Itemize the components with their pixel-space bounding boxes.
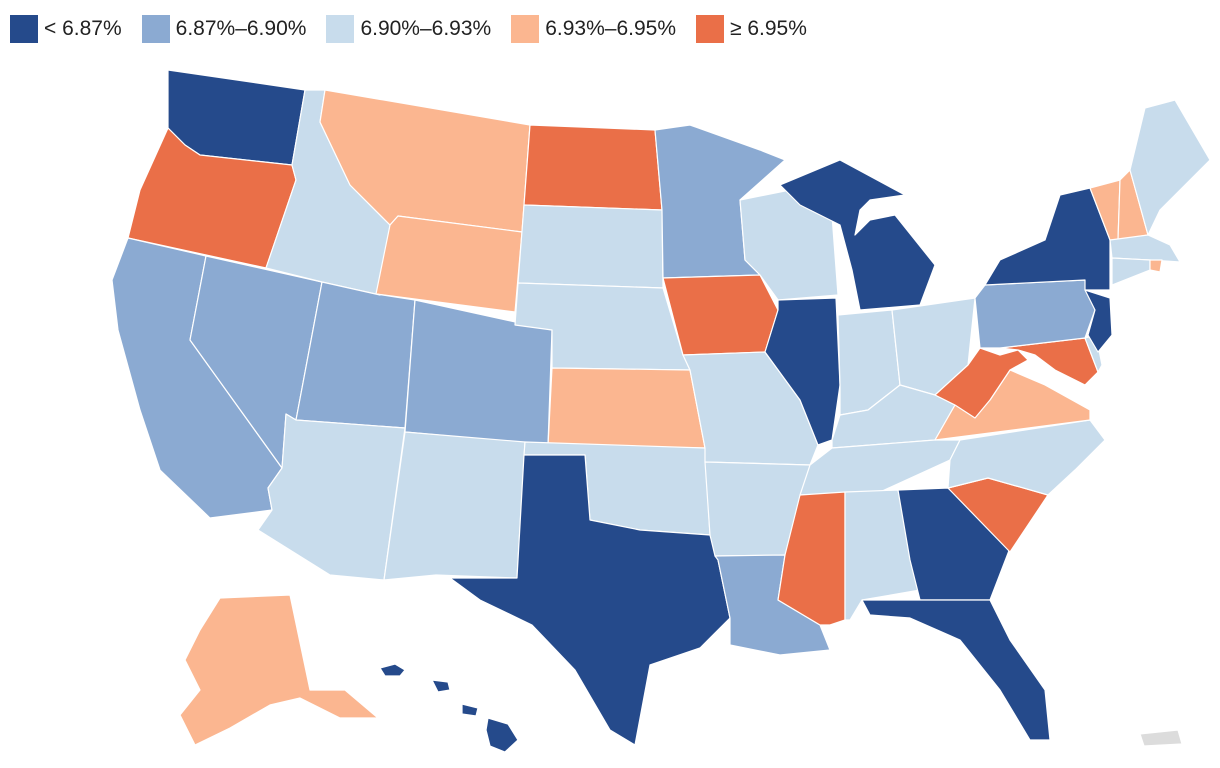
state-hi[interactable] <box>379 663 519 753</box>
state-ia[interactable] <box>662 274 779 356</box>
legend-item-below-6-87: < 6.87% <box>10 15 122 43</box>
state-nm[interactable] <box>383 431 526 581</box>
state-tn[interactable] <box>799 439 961 496</box>
legend-label: < 6.87% <box>44 17 122 40</box>
state-il[interactable] <box>764 297 841 446</box>
legend: < 6.87% 6.87%–6.90% 6.90%–6.93% 6.93%–6.… <box>10 13 827 45</box>
legend-swatch <box>511 15 540 43</box>
legend-swatch <box>141 15 170 43</box>
state-nc[interactable] <box>947 419 1106 496</box>
state-sd[interactable] <box>517 204 664 289</box>
state-ny[interactable] <box>984 187 1111 291</box>
state-ak[interactable] <box>179 594 379 746</box>
state-nj[interactable] <box>1084 289 1113 353</box>
legend-item-above-6-95: ≥ 6.95% <box>696 15 807 43</box>
state-ks[interactable] <box>547 367 706 449</box>
state-me[interactable] <box>1129 99 1211 236</box>
state-wy[interactable] <box>375 215 523 313</box>
state-pa[interactable] <box>974 279 1096 349</box>
legend-swatch <box>696 15 724 43</box>
state-tx[interactable] <box>449 454 731 746</box>
state-wv[interactable] <box>934 347 1029 419</box>
state-fl[interactable] <box>861 599 1051 741</box>
legend-item-6-90-6-93: 6.90%–6.93% <box>326 15 491 43</box>
state-mi[interactable] <box>779 159 936 311</box>
state-nd[interactable] <box>523 124 663 211</box>
state-pr[interactable] <box>1139 729 1183 747</box>
legend-label: 6.90%–6.93% <box>360 17 492 40</box>
legend-swatch <box>326 15 355 43</box>
legend-label: 6.93%–6.95% <box>545 17 676 40</box>
legend-label: ≥ 6.95% <box>730 17 807 40</box>
legend-item-6-87-6-90: 6.87%–6.90% <box>141 15 307 43</box>
legend-swatch <box>10 15 38 43</box>
state-ri[interactable] <box>1149 259 1163 273</box>
state-ct[interactable] <box>1111 257 1151 286</box>
legend-label: 6.87%–6.90% <box>175 17 307 40</box>
legend-item-6-93-6-95: 6.93%–6.95% <box>511 15 676 43</box>
